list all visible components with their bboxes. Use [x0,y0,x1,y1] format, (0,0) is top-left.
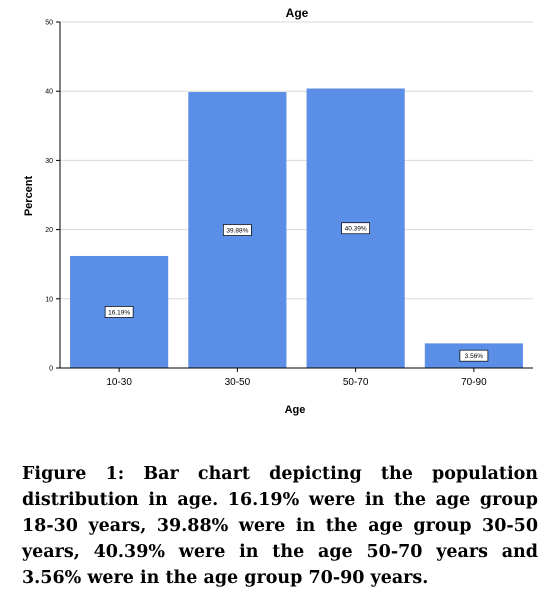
y-tick-label: 10 [45,296,53,303]
data-label: 40.39% [345,226,367,233]
y-tick-label: 20 [45,227,53,234]
y-tick-label: 50 [45,20,53,27]
data-label-box [459,349,489,362]
y-tick-label: 40 [45,89,53,96]
y-tick-label: 30 [45,158,53,165]
data-label-box [223,224,252,236]
bar-chart: Age 16.19% 39.88% 40.39% 3.56% 0 10 20 30 40 50 1… [23,6,533,416]
x-tick-label: 50-70 [343,377,369,388]
x-axis-label: Age [285,404,306,416]
y-tick-label: 0 [49,366,53,373]
chart-title: Age [286,6,309,20]
x-tick-label: 70-90 [461,377,487,388]
data-label-box [341,222,370,235]
data-label-box [104,306,134,318]
data-label: 16.19% [108,309,130,316]
data-label: 3.56% [465,353,484,360]
data-label: 39.88% [226,227,248,234]
figure-caption: Figure 1: Bar chart depicting the popula… [22,464,538,588]
x-tick-label: 30-50 [225,377,251,388]
y-axis-label: Percent [23,175,35,216]
x-tick-label: 10-30 [106,377,132,388]
